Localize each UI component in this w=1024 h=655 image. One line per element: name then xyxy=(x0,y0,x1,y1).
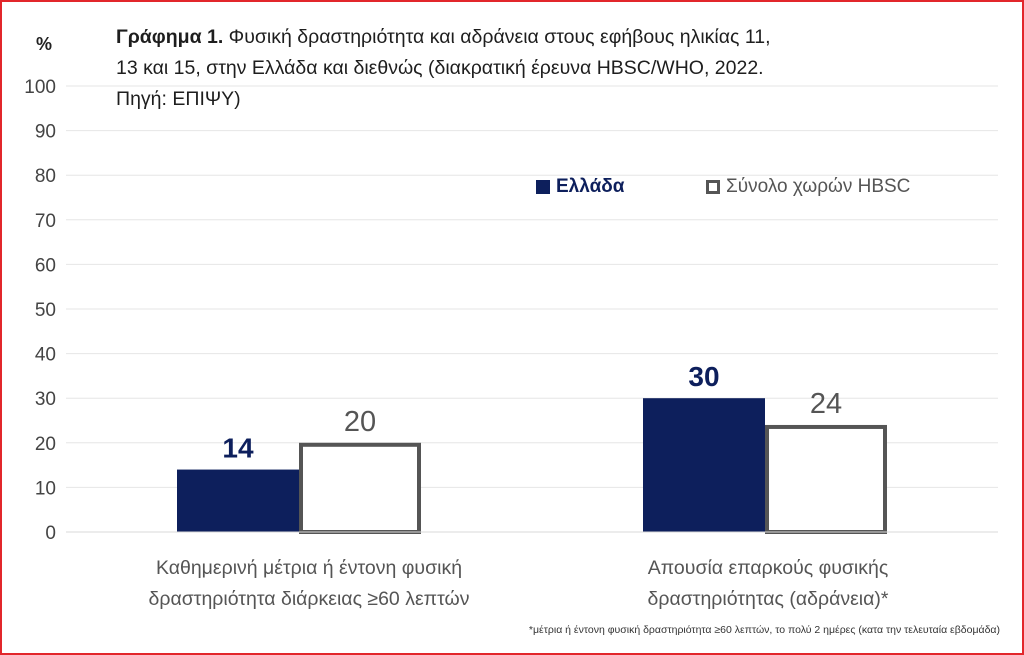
bar-hbsc xyxy=(765,424,887,534)
y-tick-label: 90 xyxy=(35,122,56,143)
legend-item-greece: Ελλάδα xyxy=(536,176,624,198)
y-tick-label: 40 xyxy=(35,345,56,366)
legend-swatch-hbsc xyxy=(706,180,720,194)
y-tick-label: 80 xyxy=(35,166,56,187)
category-label-daily-activity: Καθημερινή μέτρια ή έντονη φυσική δραστη… xyxy=(89,553,529,615)
legend-item-hbsc: Σύνολο χωρών HBSC xyxy=(706,176,910,198)
legend-label-hbsc: Σύνολο χωρών HBSC xyxy=(726,176,911,197)
data-label-greece: 14 xyxy=(222,433,254,464)
legend-swatch-greece xyxy=(536,180,550,194)
category-label-line: δραστηριότητας (αδράνεια)* xyxy=(647,588,889,610)
y-tick-label: 50 xyxy=(35,300,56,321)
category-label-line: δραστηριότητα διάρκειας ≥60 λεπτών xyxy=(148,588,470,610)
footnote: *μέτρια ή έντονη φυσική δραστηριότητα ≥6… xyxy=(528,624,1000,636)
data-label-greece: 30 xyxy=(688,361,719,392)
y-tick-label: 100 xyxy=(24,77,56,98)
y-tick-label: 30 xyxy=(35,389,56,410)
legend-label-greece: Ελλάδα xyxy=(556,176,625,197)
title-line-2: 13 και 15, στην Ελλάδα και διεθνώς (διακ… xyxy=(116,57,764,79)
bar-greece xyxy=(643,398,765,532)
y-axis-label: % xyxy=(36,34,52,54)
chart-title: Γράφημα 1. Φυσική δραστηριότητα και αδρά… xyxy=(116,22,996,115)
y-tick-label: 60 xyxy=(35,255,56,276)
y-tick-label: 70 xyxy=(35,211,56,232)
category-label-line: Καθημερινή μέτρια ή έντονη φυσική xyxy=(155,557,463,579)
data-label-hbsc: 20 xyxy=(344,406,376,438)
bar-greece xyxy=(177,469,299,532)
title-source: Πηγή: ΕΠΙΨΥ) xyxy=(116,88,241,110)
category-label-inactivity: Απουσία επαρκούς φυσικής δραστηριότητας … xyxy=(548,553,988,615)
title-prefix: Γράφημα 1. xyxy=(116,26,224,48)
y-tick-label: 10 xyxy=(35,478,56,499)
title-line-1: Φυσική δραστηριότητα και αδράνεια στους … xyxy=(223,26,771,48)
y-tick-label: 20 xyxy=(35,434,56,455)
bar-hbsc xyxy=(299,442,421,534)
data-label-hbsc: 24 xyxy=(810,388,842,420)
bars xyxy=(177,398,887,534)
y-axis-ticks: 0 10 20 30 40 50 60 70 80 90 100 xyxy=(24,77,56,544)
y-tick-label: 0 xyxy=(45,523,56,544)
category-label-line: Απουσία επαρκούς φυσικής xyxy=(647,557,889,579)
data-labels: 14 30 20 24 xyxy=(222,361,842,463)
